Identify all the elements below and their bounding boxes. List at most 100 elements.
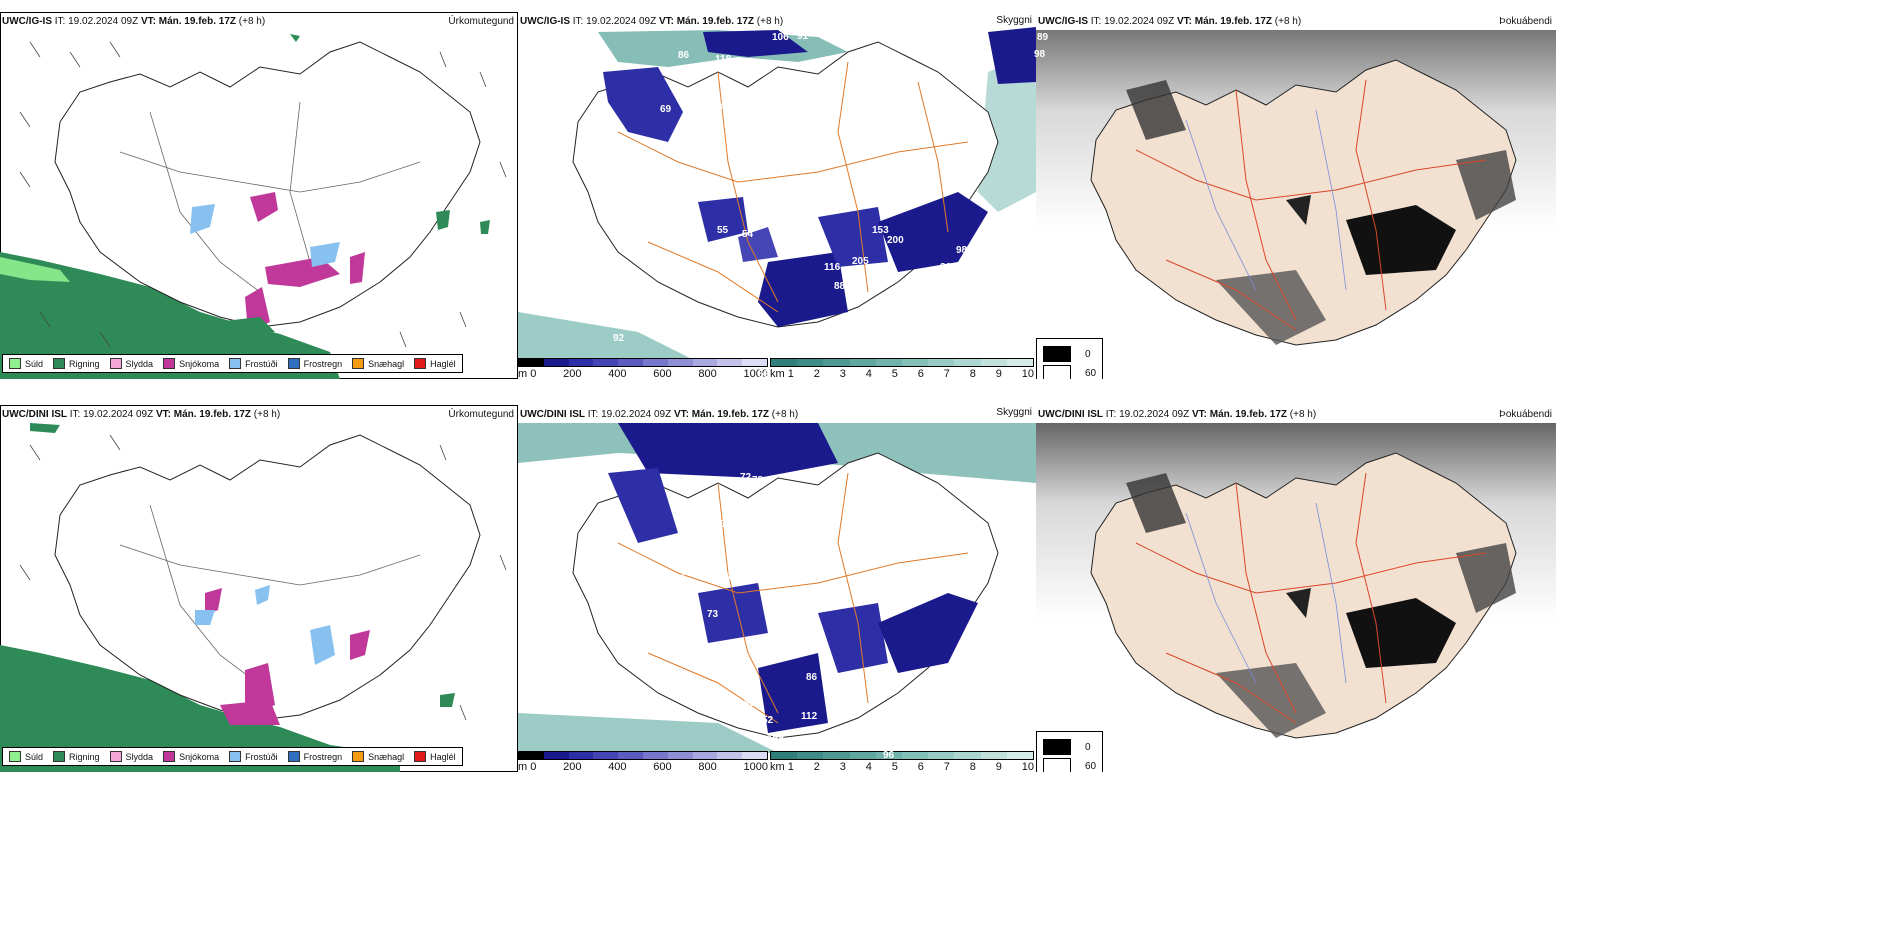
panel-title: UWC/DINI ISL IT: 19.02.2024 09Z VT: Mán.… xyxy=(520,409,798,420)
legend-label: Rigning xyxy=(69,358,100,369)
vt-label: VT: xyxy=(673,409,689,420)
precip-legend: Súld Rigning Slydda Snjókoma Frostúði Fr… xyxy=(2,354,463,373)
legend-swatch xyxy=(53,751,66,762)
vt-label: VT: xyxy=(155,409,171,420)
legend-swatch xyxy=(352,751,365,762)
legend-label: Frostregn xyxy=(303,751,343,762)
it-label: IT: xyxy=(587,409,599,420)
colorbar-step xyxy=(667,359,693,366)
tick-label: m 0 xyxy=(518,368,536,379)
fog-index-panel-bottom: UWC/DINI ISL IT: 19.02.2024 09Z VT: Mán.… xyxy=(1036,405,1556,772)
colorbar-step xyxy=(902,752,929,759)
visibility-colorbar xyxy=(770,358,1034,367)
model-label: UWC/IG-IS xyxy=(1038,16,1088,27)
legend-item: Rigning xyxy=(53,358,100,369)
colorbar-step xyxy=(692,752,718,759)
tick-label: km 1 xyxy=(770,761,794,772)
it-label: IT: xyxy=(572,16,584,27)
vt-time: Mán. 19.feb. 17Z xyxy=(691,409,769,420)
tick-label: 400 xyxy=(608,368,627,379)
fog-index-panel-top: UWC/IG-IS IT: 19.02.2024 09Z VT: Mán. 19… xyxy=(1036,12,1556,379)
vt-time: Mán. 19.feb. 17Z xyxy=(158,16,236,27)
tick-label: 4 xyxy=(865,368,872,379)
legend-label: Frostúði xyxy=(245,751,278,762)
it-time: 19.02.2024 09Z xyxy=(1104,16,1175,27)
cloud-base-value: 53 xyxy=(796,815,808,826)
tick-value: 0 xyxy=(530,761,537,772)
it-time: 19.02.2024 09Z xyxy=(586,16,657,27)
legend-swatch xyxy=(109,358,122,369)
vt-time: Mán. 19.feb. 17Z xyxy=(1209,409,1287,420)
panel-title: UWC/IG-IS IT: 19.02.2024 09Z VT: Mán. 19… xyxy=(1038,16,1301,27)
colorbar-step xyxy=(875,359,903,366)
visibility-label: Skyggni xyxy=(996,407,1032,418)
tick-label: 1000 xyxy=(743,761,768,772)
tick-label: 6 xyxy=(917,761,924,772)
legend-label: Slydda xyxy=(125,751,154,762)
vt-time: Mán. 19.feb. 17Z xyxy=(173,409,251,420)
tick-label: 1000 xyxy=(743,368,768,379)
it-label: IT: xyxy=(69,409,81,420)
cloud-base-value: 104 xyxy=(614,777,631,788)
vt-label: VT: xyxy=(658,16,674,27)
fog-swatch xyxy=(1043,365,1071,379)
legend-swatch xyxy=(109,751,122,762)
fog-legend-row: 60 xyxy=(1043,365,1096,379)
tick-label: 9 xyxy=(995,368,1002,379)
colorbar-step xyxy=(823,752,850,759)
legend-item: Haglél xyxy=(414,358,456,369)
fog-legend-row: 60 xyxy=(1043,758,1096,772)
colorbar-step xyxy=(849,752,876,759)
legend-item: Frostúði xyxy=(229,358,278,369)
colorbar-step xyxy=(1006,752,1034,759)
cloud-base-ticks: m 0 200 400 600 800 1000 xyxy=(518,761,768,772)
tick-label: 7 xyxy=(943,761,950,772)
tick-label: 8 xyxy=(969,368,976,379)
cloud-base-value: 129 xyxy=(807,783,824,794)
legend-label: Snæhagl xyxy=(368,751,405,762)
colorbar-step xyxy=(797,359,824,366)
tick-label: 5 xyxy=(891,761,898,772)
legend-label: Haglél xyxy=(430,751,456,762)
legend-item: Slydda xyxy=(109,358,153,369)
legend-swatch xyxy=(9,358,21,369)
colorbar-step xyxy=(568,752,594,759)
it-label: IT: xyxy=(54,16,66,27)
panel-title: UWC/DINI ISL IT: 19.02.2024 09Z VT: Mán.… xyxy=(2,409,280,420)
tick-label: 3 xyxy=(839,761,846,772)
panel-title: UWC/IG-IS IT: 19.02.2024 09Z VT: Mán. 19… xyxy=(2,16,265,27)
tick-value: 1 xyxy=(787,368,794,379)
tick-label: 800 xyxy=(698,761,717,772)
tick-label: 600 xyxy=(653,368,672,379)
colorbar-step xyxy=(797,752,824,759)
precip-type-panel-top: UWC/IG-IS IT: 19.02.2024 09Z VT: Mán. 19… xyxy=(0,12,518,379)
legend-label: Haglél xyxy=(430,358,456,369)
legend-label: Snæhagl xyxy=(368,358,405,369)
vt-label: VT: xyxy=(1191,409,1207,420)
cloud-visibility-map xyxy=(518,423,1036,753)
cloud-base-scale: m 0 200 400 600 800 1000 xyxy=(518,358,768,379)
tick-value: 0 xyxy=(530,368,537,379)
cloud-base-ticks: m 0 200 400 600 800 1000 xyxy=(518,368,768,379)
legend-item: Slydda xyxy=(109,751,154,762)
fog-value: 60 xyxy=(1085,760,1097,772)
lead-time: (+8 h) xyxy=(238,16,266,27)
model-label: UWC/DINI ISL xyxy=(1038,409,1103,420)
colorbar-step xyxy=(519,359,544,366)
precip-type-map xyxy=(0,423,507,772)
colorbar-step xyxy=(954,359,981,366)
fog-value: 60 xyxy=(1085,367,1097,379)
legend-item: Frostregn xyxy=(287,751,343,762)
visibility-scale: km 1 2 3 4 5 6 7 8 9 10 xyxy=(770,358,1034,379)
colorbar-step xyxy=(692,359,718,366)
fog-swatch xyxy=(1043,739,1071,755)
legend-item: Snjókoma xyxy=(163,751,219,762)
panel-title: UWC/IG-IS IT: 19.02.2024 09Z VT: Mán. 19… xyxy=(520,16,783,27)
fog-swatch xyxy=(1043,758,1071,772)
colorbar-step xyxy=(928,752,955,759)
legend-label: Snjókoma xyxy=(179,751,220,762)
colorbar-step xyxy=(642,752,668,759)
colorbar-step xyxy=(667,752,693,759)
tick-label: 200 xyxy=(563,761,582,772)
legend-label: Frostregn xyxy=(303,358,343,369)
